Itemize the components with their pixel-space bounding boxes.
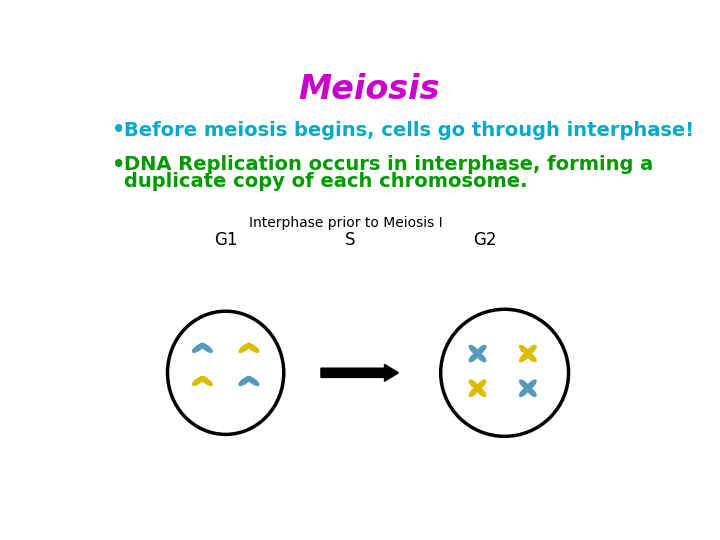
Text: •: • [112,155,125,175]
Text: Before meiosis begins, cells go through interphase!: Before meiosis begins, cells go through … [124,121,694,140]
Text: Interphase prior to Meiosis I: Interphase prior to Meiosis I [249,215,443,230]
Polygon shape [469,380,479,389]
Text: G1: G1 [214,231,238,249]
Polygon shape [527,380,536,389]
Polygon shape [520,346,529,355]
Polygon shape [520,387,529,396]
Polygon shape [192,376,204,386]
Polygon shape [469,353,479,362]
Polygon shape [477,353,486,362]
Polygon shape [239,343,251,352]
Polygon shape [527,387,536,396]
Text: S: S [344,231,355,249]
Text: DNA Replication occurs in interphase, forming a: DNA Replication occurs in interphase, fo… [124,156,653,174]
Polygon shape [477,346,486,355]
Text: Meiosis: Meiosis [298,73,440,106]
Polygon shape [520,353,529,362]
Polygon shape [527,346,536,355]
Polygon shape [200,343,212,352]
Polygon shape [247,343,258,352]
Polygon shape [469,387,479,396]
Polygon shape [477,387,486,396]
Polygon shape [469,346,479,355]
Polygon shape [200,376,212,386]
Text: G2: G2 [474,231,497,249]
Text: duplicate copy of each chromosome.: duplicate copy of each chromosome. [124,172,528,191]
Polygon shape [527,353,536,362]
Polygon shape [477,380,486,389]
Polygon shape [192,343,204,352]
Polygon shape [239,376,251,386]
Polygon shape [247,376,258,386]
Text: •: • [112,120,125,140]
FancyArrow shape [321,364,398,381]
Polygon shape [520,380,529,389]
